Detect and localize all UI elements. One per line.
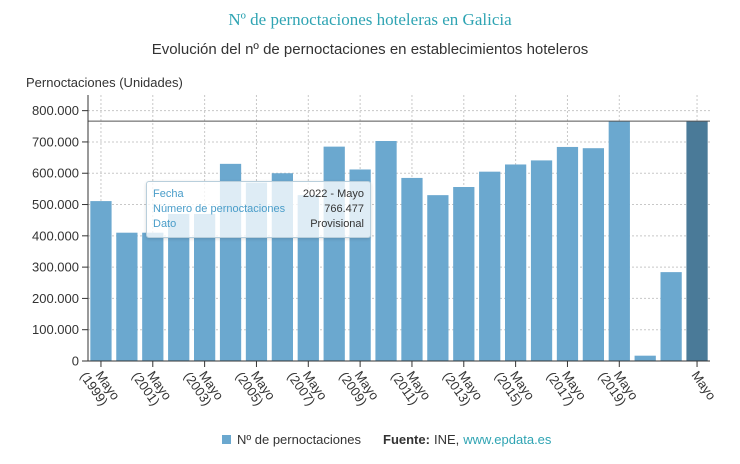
legend-label[interactable]: Nº de pernoctaciones xyxy=(237,432,361,447)
tooltip-key: Número de pernoctaciones xyxy=(153,203,286,215)
x-tick-label: Mayo(2019) xyxy=(596,362,642,411)
bar xyxy=(453,187,475,361)
data-tooltip: Fecha 2022 - Mayo Número de pernoctacion… xyxy=(146,181,371,238)
y-tick-label: 800.000 xyxy=(32,103,79,118)
y-tick-label: 600.000 xyxy=(32,166,79,181)
y-tick-label: 100.000 xyxy=(32,322,79,337)
chart-title: Nº de pernoctaciones hoteleras en Galici… xyxy=(228,10,512,29)
bar xyxy=(116,232,138,361)
y-axis-title: Pernoctaciones (Unidades) xyxy=(26,75,183,90)
tooltip-value: 766.477 xyxy=(324,203,364,215)
y-tick-label: 500.000 xyxy=(32,197,79,212)
tooltip-key: Dato xyxy=(153,218,177,230)
chart-subtitle: Evolución del nº de pernoctaciones en es… xyxy=(151,41,589,58)
bar xyxy=(323,146,345,361)
bar xyxy=(427,195,449,361)
tooltip-row-date: Fecha 2022 - Mayo xyxy=(147,187,370,202)
tooltip-value: 2022 - Mayo xyxy=(302,188,364,200)
bar xyxy=(401,177,423,361)
bar xyxy=(479,171,501,361)
y-tick-label: 0 xyxy=(72,354,79,369)
x-tick-label: Mayo(2007) xyxy=(285,362,331,411)
axes xyxy=(82,95,710,367)
x-tick-labels: Mayo(1999) Mayo(2001) Mayo(2003) Mayo(2005)… xyxy=(77,362,720,411)
x-tick-label: Mayo(1999) xyxy=(77,362,123,411)
x-tick-label: Mayo(2003) xyxy=(181,362,227,411)
x-tick-label: Mayo(2013) xyxy=(440,362,486,411)
bar xyxy=(530,160,553,361)
bars xyxy=(90,121,708,362)
bar xyxy=(90,201,112,361)
tooltip-row-value: Número de pernoctaciones 766.477 xyxy=(147,202,370,217)
x-tick-label: Mayo(2009) xyxy=(336,362,382,411)
x-tick-label: Mayo(2005) xyxy=(233,362,279,411)
x-tick-label: Mayo(2017) xyxy=(544,362,590,411)
y-tick-labels: 0 100.000 200.000 300.000 400.000 500.000 600.… xyxy=(32,103,79,368)
x-tick-label: Mayo(2001) xyxy=(129,362,175,411)
bar xyxy=(582,148,605,361)
chart-legend: Nº de pernoctaciones Fuente: INE, www.ep… xyxy=(222,432,551,447)
legend-swatch xyxy=(222,435,231,444)
tooltip-key: Fecha xyxy=(153,188,184,200)
y-tick-label: 200.000 xyxy=(32,291,79,306)
bar xyxy=(142,232,164,361)
tooltip-row-status: Dato Provisional xyxy=(147,217,370,232)
bar xyxy=(686,121,708,361)
x-tick-label: Mayo(2015) xyxy=(492,362,538,411)
y-tick-label: 300.000 xyxy=(32,260,79,275)
bar xyxy=(168,213,190,361)
x-tick-label: Mayo xyxy=(689,368,720,403)
y-tick-label: 700.000 xyxy=(32,134,79,149)
bar xyxy=(556,146,579,361)
bar xyxy=(660,272,682,361)
source-link[interactable]: www.epdata.es xyxy=(463,432,552,447)
y-tick-label: 400.000 xyxy=(32,228,79,243)
bar xyxy=(634,355,656,361)
bar xyxy=(375,141,397,361)
source-label: Fuente: xyxy=(383,432,430,447)
x-tick-label: Mayo(2011) xyxy=(388,362,434,411)
bar xyxy=(608,121,630,362)
bar xyxy=(193,213,216,361)
tooltip-value: Provisional xyxy=(310,218,364,230)
source-name: INE, xyxy=(433,432,460,447)
bar xyxy=(504,164,527,361)
